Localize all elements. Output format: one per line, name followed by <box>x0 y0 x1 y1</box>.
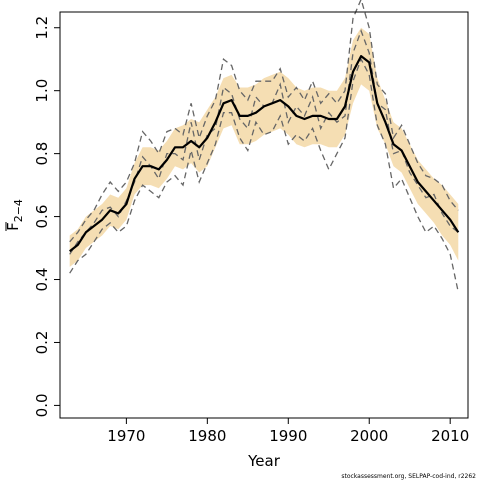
x-axis: 1970 1980 1990 2000 2010 <box>107 418 469 445</box>
svg-text:F2−4: F2−4 <box>4 199 25 231</box>
x-tick-label: 1990 <box>269 427 307 445</box>
credit-text: stockassessment.org, SELPAP-cod-ind, r22… <box>341 473 476 480</box>
y-tick-label: 0.4 <box>33 268 51 292</box>
y-axis-title-sub: 2−4 <box>12 199 25 222</box>
y-tick-label: 0.0 <box>33 393 51 417</box>
x-tick-label: 2010 <box>431 427 469 445</box>
y-tick-label: 0.8 <box>33 142 51 166</box>
y-axis-title: F2−4 <box>4 199 25 231</box>
x-tick-label: 2000 <box>350 427 388 445</box>
y-tick-label: 0.2 <box>33 331 51 355</box>
x-tick-label: 1980 <box>188 427 226 445</box>
plot-frame <box>59 11 469 419</box>
y-tick-label: 1.2 <box>33 16 51 40</box>
y-axis-title-main: F <box>4 222 22 231</box>
retro-line-3 <box>69 0 459 243</box>
estimate-line-layer <box>69 54 460 253</box>
x-tick-label: 1970 <box>107 427 145 445</box>
y-tick-label: 0.6 <box>33 205 51 229</box>
x-axis-title: Year <box>247 452 281 470</box>
y-tick-label: 1.0 <box>33 79 51 103</box>
estimate-line <box>69 54 460 253</box>
confidence-band-layer <box>69 27 459 267</box>
y-axis: 0.0 0.2 0.4 0.6 0.8 1.0 1.2 <box>33 16 60 417</box>
retro-line-2 <box>69 57 459 293</box>
confidence-band <box>69 27 459 267</box>
